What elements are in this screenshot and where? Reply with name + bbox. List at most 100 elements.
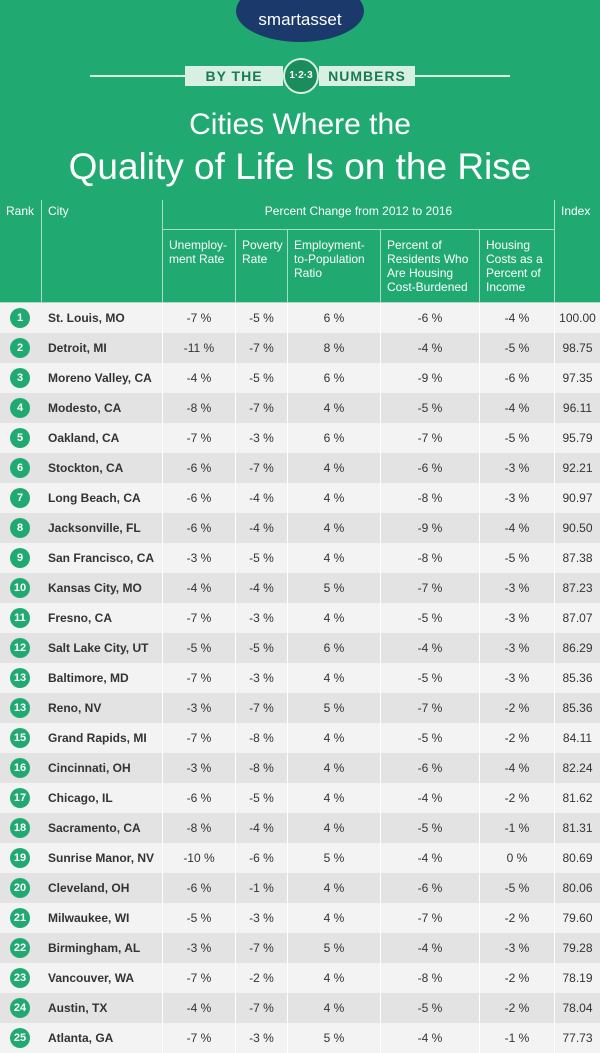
value-cell: -3 %	[236, 423, 288, 453]
value-cell: 4 %	[288, 903, 381, 933]
value-cell: 79.28	[562, 941, 593, 955]
rank-badge: 20	[10, 878, 30, 898]
rank-badge: 23	[10, 968, 30, 988]
value-cell: -2 %	[480, 963, 555, 993]
value-cell: -7 %	[236, 393, 288, 423]
value-cell: 8 %	[288, 333, 381, 363]
header-line: ment Rate	[169, 252, 225, 266]
value-cell: -3 %	[480, 603, 555, 633]
value-cell: -7 %	[236, 693, 288, 723]
value-cell: -3 %	[480, 573, 555, 603]
header-cell: Poverty Rate	[236, 230, 288, 303]
banner-badge: 1·2·3	[283, 58, 319, 94]
value-cell: 4 %	[288, 393, 381, 423]
value-cell: -4 %	[236, 573, 288, 603]
value-cell: -4 %	[480, 513, 555, 543]
value-cell: 90.50	[562, 521, 593, 535]
value-cell: -5 %	[381, 663, 480, 693]
value-cell: -5 %	[236, 303, 288, 333]
header-cell: Housing Costs as a Percent of Income	[480, 230, 555, 303]
value-cell: 77.73	[562, 1031, 593, 1045]
value-cell: -7 %	[381, 693, 480, 723]
row-bg	[0, 543, 600, 573]
value-cell: -7 %	[163, 603, 236, 633]
value-cell: -5 %	[163, 633, 236, 663]
value-cell: -3 %	[236, 1023, 288, 1053]
value-cell: -4 %	[163, 573, 236, 603]
row-bg	[0, 453, 600, 483]
city-cell: Cincinnati, OH	[42, 753, 163, 783]
rank-badge: 8	[10, 518, 30, 538]
value-cell: 92.21	[562, 461, 593, 475]
value-cell: -5 %	[381, 723, 480, 753]
value-cell: -2 %	[480, 693, 555, 723]
value-cell: -3 %	[480, 633, 555, 663]
row-bg	[0, 1023, 600, 1053]
city-cell: Detroit, MI	[42, 333, 163, 363]
rank-badge: 17	[10, 788, 30, 808]
rank-badge: 21	[10, 908, 30, 928]
header-line: to-Population	[294, 252, 365, 266]
value-cell: 97.35	[562, 371, 593, 385]
value-cell: 4 %	[288, 453, 381, 483]
value-cell: 5 %	[288, 573, 381, 603]
city-cell: Sunrise Manor, NV	[42, 843, 163, 873]
rank-badge: 19	[10, 848, 30, 868]
value-cell: -7 %	[163, 423, 236, 453]
row-bg	[0, 963, 600, 993]
city-cell: Fresno, CA	[42, 603, 163, 633]
city-cell: Austin, TX	[42, 993, 163, 1023]
value-cell: -9 %	[381, 363, 480, 393]
rank-badge: 15	[10, 728, 30, 748]
rank-badge: 5	[10, 428, 30, 448]
rank-badge: 7	[10, 488, 30, 508]
value-cell: -3 %	[236, 603, 288, 633]
value-cell: 4 %	[288, 963, 381, 993]
row-bg	[0, 933, 600, 963]
value-cell: -8 %	[236, 753, 288, 783]
value-cell: -5 %	[381, 393, 480, 423]
value-cell: -2 %	[480, 783, 555, 813]
city-cell: Oakland, CA	[42, 423, 163, 453]
city-cell: Long Beach, CA	[42, 483, 163, 513]
rank-badge: 25	[10, 1028, 30, 1048]
value-cell: -8 %	[163, 393, 236, 423]
rank-badge: 24	[10, 998, 30, 1018]
city-cell: San Francisco, CA	[42, 543, 163, 573]
value-cell: -4 %	[480, 393, 555, 423]
rank-badge: 11	[10, 608, 30, 628]
value-cell: 90.97	[562, 491, 593, 505]
value-cell: 5 %	[288, 1023, 381, 1053]
value-cell: -4 %	[381, 843, 480, 873]
value-cell: -6 %	[163, 483, 236, 513]
rank-badge: 18	[10, 818, 30, 838]
value-cell: -4 %	[236, 483, 288, 513]
row-bg	[0, 993, 600, 1023]
value-cell: 80.06	[562, 881, 593, 895]
rank-badge: 13	[10, 698, 30, 718]
value-cell: 81.31	[562, 821, 593, 835]
rank-badge: 13	[10, 668, 30, 688]
value-cell: -3 %	[480, 483, 555, 513]
header-line: Percent of	[387, 238, 442, 252]
city-cell: Sacramento, CA	[42, 813, 163, 843]
value-cell: -1 %	[236, 873, 288, 903]
value-cell: 87.23	[562, 581, 593, 595]
value-cell: 5 %	[288, 693, 381, 723]
row-bg	[0, 333, 600, 363]
value-cell: -8 %	[381, 963, 480, 993]
value-cell: 85.36	[562, 701, 593, 715]
value-cell: 87.07	[562, 611, 593, 625]
value-cell: -7 %	[163, 303, 236, 333]
value-cell: 4 %	[288, 993, 381, 1023]
value-cell: 4 %	[288, 813, 381, 843]
value-cell: -5 %	[163, 903, 236, 933]
header-line: Employment-	[294, 238, 365, 252]
row-bg	[0, 843, 600, 873]
value-cell: -4 %	[480, 303, 555, 333]
value-cell: -6 %	[381, 303, 480, 333]
value-cell: -7 %	[381, 423, 480, 453]
value-cell: -7 %	[236, 333, 288, 363]
header-line: Residents Who	[387, 252, 469, 266]
